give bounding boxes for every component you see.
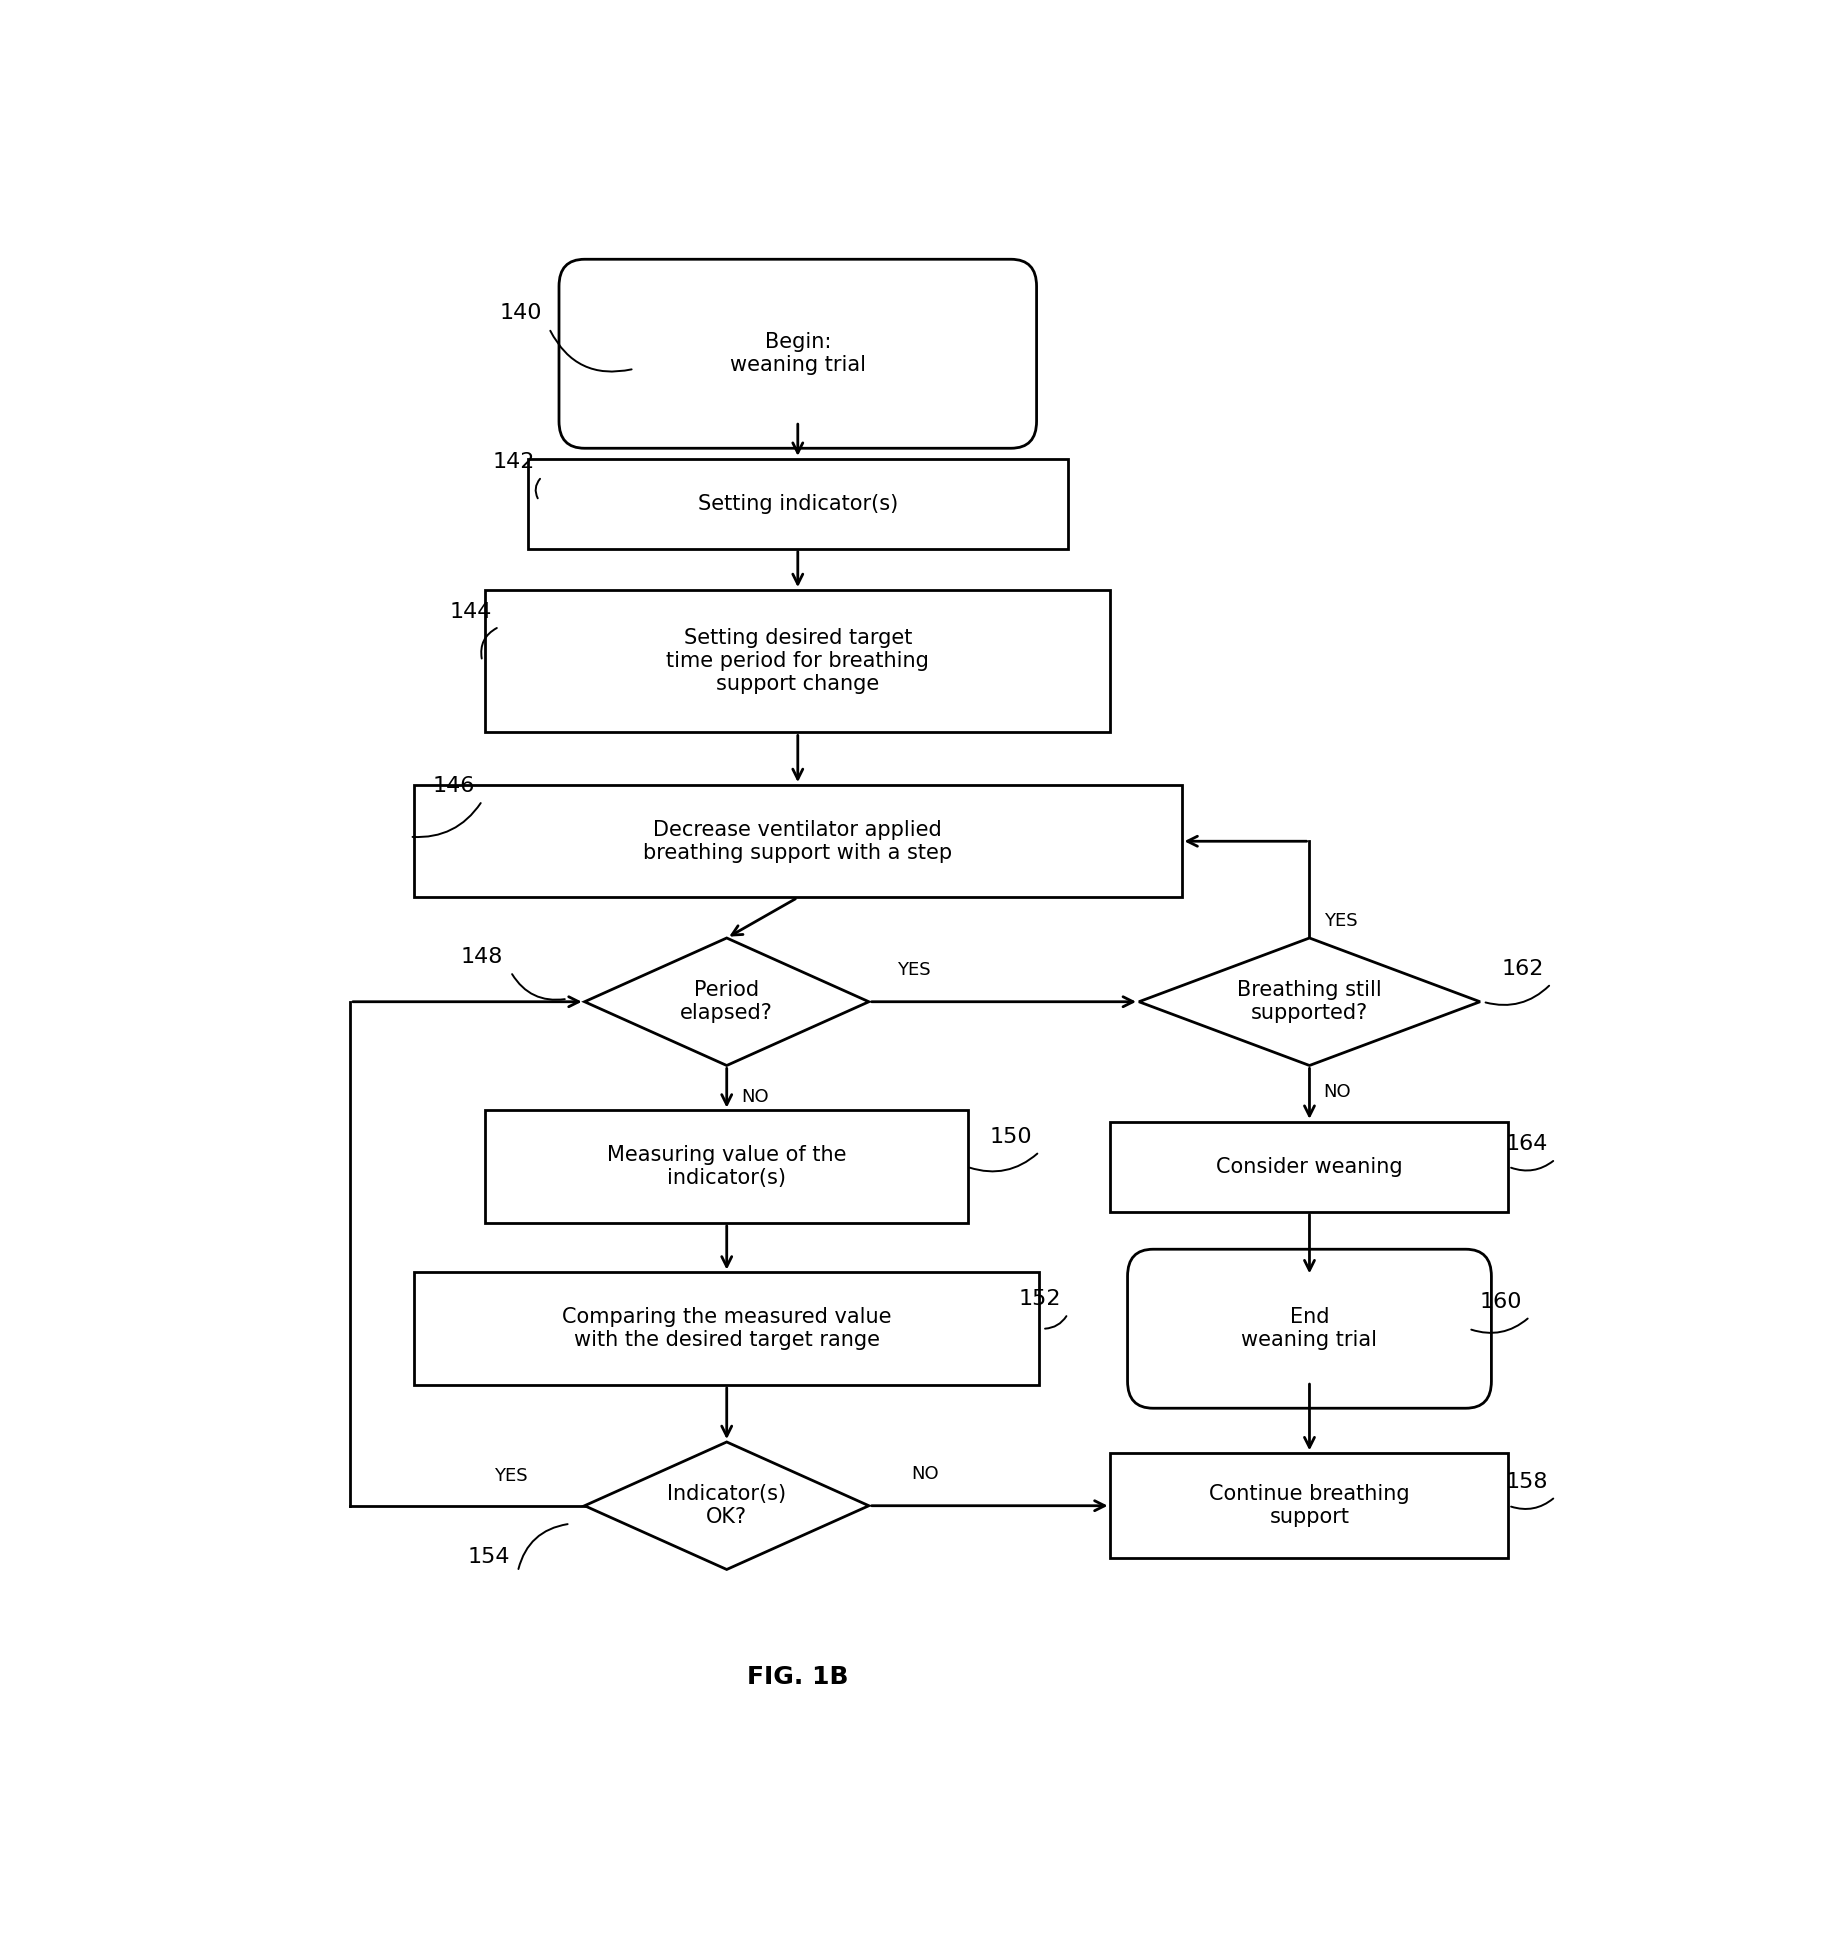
Text: 140: 140: [499, 304, 541, 323]
Text: Decrease ventilator applied
breathing support with a step: Decrease ventilator applied breathing su…: [644, 820, 952, 863]
FancyBboxPatch shape: [559, 259, 1036, 448]
Text: YES: YES: [897, 960, 932, 980]
Text: Begin:
weaning trial: Begin: weaning trial: [730, 333, 866, 376]
Text: Measuring value of the
indicator(s): Measuring value of the indicator(s): [607, 1145, 847, 1188]
Text: Consider weaning: Consider weaning: [1216, 1157, 1403, 1177]
Text: FIG. 1B: FIG. 1B: [746, 1666, 849, 1689]
FancyBboxPatch shape: [1128, 1249, 1491, 1408]
Polygon shape: [585, 939, 869, 1066]
Text: Comparing the measured value
with the desired target range: Comparing the measured value with the de…: [561, 1307, 891, 1350]
Bar: [486, 590, 1111, 732]
Text: Breathing still
supported?: Breathing still supported?: [1238, 980, 1381, 1023]
Bar: [414, 785, 1181, 898]
Text: 142: 142: [492, 452, 534, 471]
Text: Period
elapsed?: Period elapsed?: [680, 980, 774, 1023]
Bar: [528, 460, 1067, 549]
Text: Indicator(s)
OK?: Indicator(s) OK?: [668, 1484, 787, 1527]
Text: 158: 158: [1506, 1473, 1548, 1492]
Text: 152: 152: [1018, 1290, 1060, 1309]
Text: 164: 164: [1506, 1134, 1548, 1155]
Text: NO: NO: [741, 1089, 768, 1106]
Text: 162: 162: [1502, 958, 1544, 978]
Text: 148: 148: [460, 947, 503, 966]
Text: 154: 154: [468, 1547, 510, 1566]
Text: Setting indicator(s): Setting indicator(s): [697, 493, 899, 514]
Text: Setting desired target
time period for breathing
support change: Setting desired target time period for b…: [666, 627, 930, 693]
Text: 144: 144: [449, 602, 492, 621]
Text: YES: YES: [493, 1467, 528, 1484]
Text: 150: 150: [990, 1126, 1033, 1147]
Bar: [1111, 1453, 1509, 1558]
Text: YES: YES: [1324, 912, 1357, 931]
Bar: [414, 1272, 1040, 1385]
Polygon shape: [1139, 939, 1480, 1066]
Text: 160: 160: [1480, 1292, 1522, 1311]
Bar: [1111, 1122, 1509, 1212]
Text: NO: NO: [911, 1465, 939, 1482]
Text: Continue breathing
support: Continue breathing support: [1209, 1484, 1410, 1527]
Text: End
weaning trial: End weaning trial: [1242, 1307, 1377, 1350]
Polygon shape: [585, 1442, 869, 1570]
Text: 146: 146: [433, 775, 475, 795]
Text: NO: NO: [1324, 1083, 1352, 1101]
Bar: [484, 1110, 968, 1223]
